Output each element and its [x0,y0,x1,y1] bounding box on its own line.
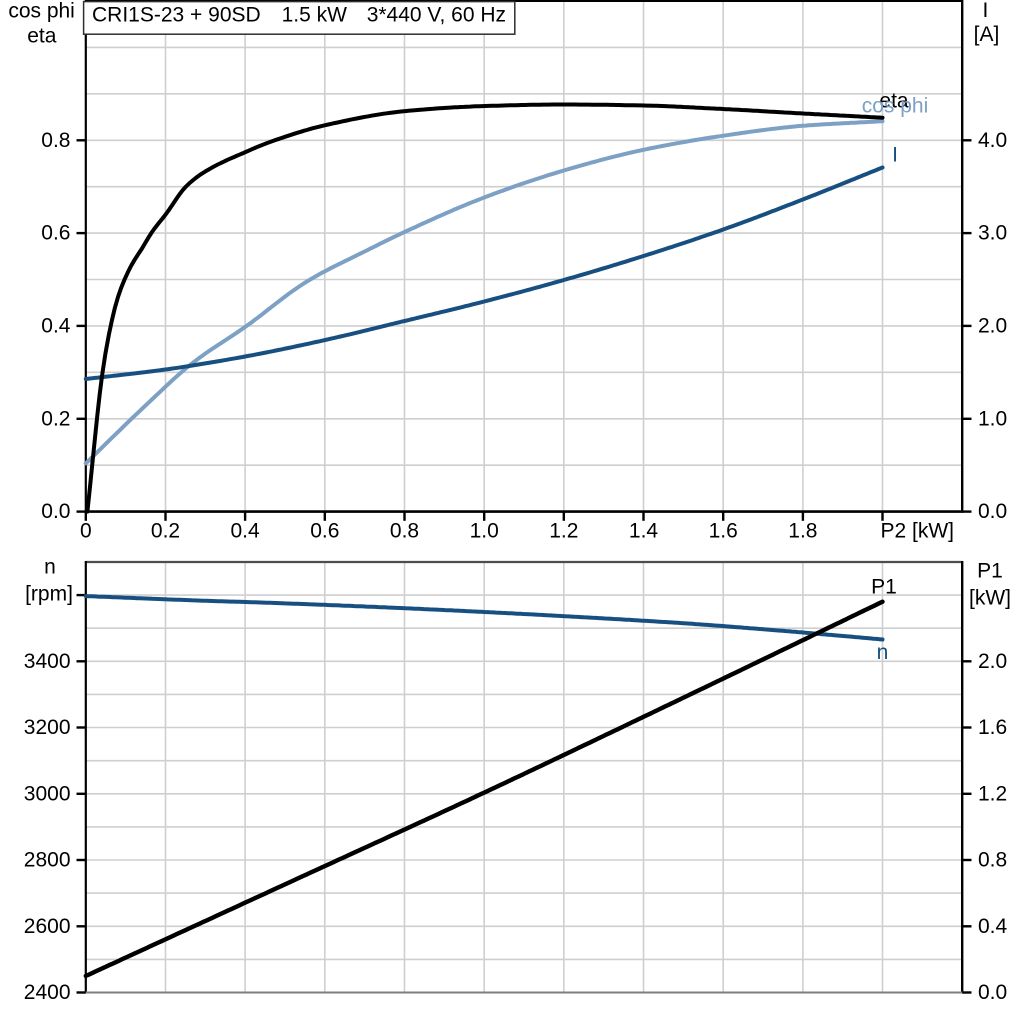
svg-text:0.6: 0.6 [310,520,339,543]
svg-text:1.2: 1.2 [978,782,1007,805]
svg-text:2800: 2800 [24,849,71,872]
svg-text:0.0: 0.0 [978,500,1007,523]
svg-text:3400: 3400 [24,650,71,673]
svg-text:3.0: 3.0 [978,222,1007,245]
svg-text:0.0: 0.0 [978,981,1007,1004]
svg-text:0.0: 0.0 [41,500,70,523]
svg-text:0: 0 [80,520,92,543]
svg-text:1.8: 1.8 [788,520,817,543]
svg-text:1.6: 1.6 [709,520,738,543]
svg-text:0.2: 0.2 [151,520,180,543]
svg-text:P2 [kW]: P2 [kW] [881,520,955,543]
svg-text:0.4: 0.4 [230,520,260,543]
svg-text:0.2: 0.2 [41,407,70,430]
svg-text:0.8: 0.8 [978,849,1007,872]
svg-text:0.6: 0.6 [41,222,70,245]
svg-text:cos phi: cos phi [8,0,75,23]
svg-text:0.8: 0.8 [390,520,419,543]
svg-text:CRI1S-23 + 90SD: CRI1S-23 + 90SD [92,4,261,27]
svg-text:I: I [982,0,988,22]
svg-text:[rpm]: [rpm] [25,583,73,606]
svg-text:0.4: 0.4 [41,314,71,337]
svg-text:0.8: 0.8 [41,129,70,152]
svg-text:2.0: 2.0 [978,650,1007,673]
svg-text:eta: eta [879,90,909,113]
svg-text:0.4: 0.4 [978,915,1008,938]
svg-text:[kW]: [kW] [969,587,1011,610]
svg-text:2600: 2600 [24,915,71,938]
svg-text:P1: P1 [871,575,897,598]
svg-text:1.6: 1.6 [978,716,1007,739]
svg-text:[A]: [A] [974,23,1000,46]
svg-text:P1: P1 [977,560,1003,583]
svg-text:3*440 V, 60 Hz: 3*440 V, 60 Hz [367,4,506,27]
svg-text:2.0: 2.0 [978,314,1007,337]
svg-text:1.0: 1.0 [978,407,1007,430]
svg-text:1.2: 1.2 [549,520,578,543]
svg-text:1.4: 1.4 [629,520,659,543]
svg-text:n: n [877,641,889,664]
svg-text:1.5 kW: 1.5 kW [282,4,348,27]
svg-text:4.0: 4.0 [978,129,1007,152]
svg-text:n: n [44,556,56,579]
svg-text:eta: eta [27,25,57,48]
svg-text:I: I [892,144,898,167]
svg-text:1.0: 1.0 [470,520,499,543]
svg-text:3000: 3000 [24,782,71,805]
svg-text:3200: 3200 [24,716,71,739]
svg-text:2400: 2400 [24,981,71,1004]
svg-text:cos phi: cos phi [862,95,929,118]
